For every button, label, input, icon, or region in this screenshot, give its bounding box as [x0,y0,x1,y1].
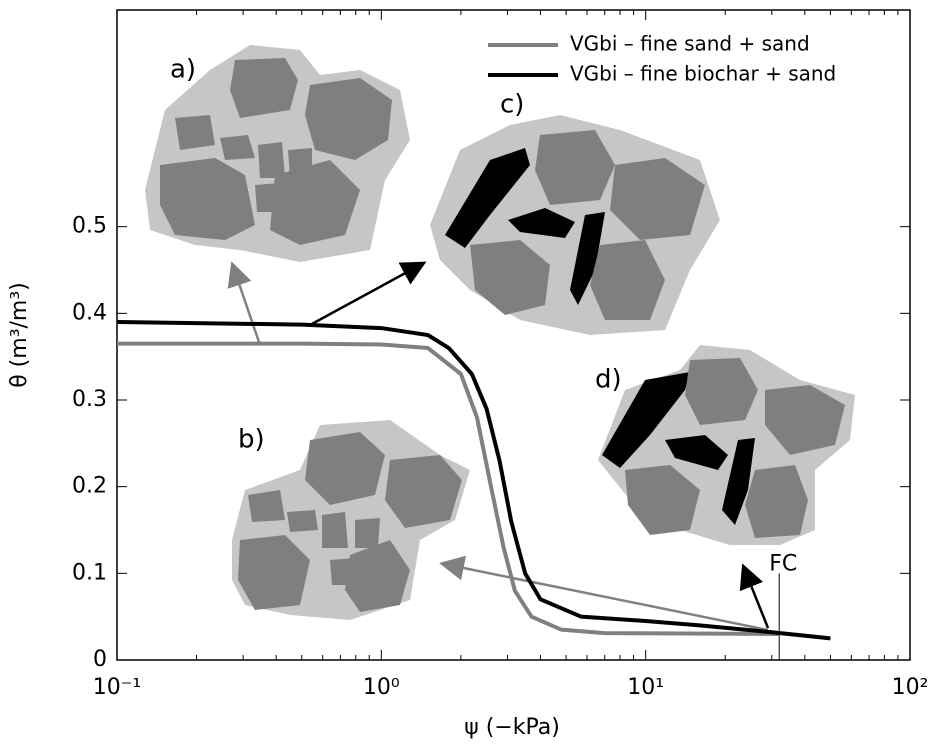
y-tick-label: 0.3 [72,387,107,412]
y-tick-label: 0 [93,647,107,672]
x-tick-label: 10¹ [627,675,664,700]
arrow [744,568,768,628]
x-axis-label: ψ (−kPa) [464,715,560,740]
y-tick-label: 0.2 [72,474,107,499]
annotation: d) [595,365,622,395]
y-axis-label: θ (m³/m³) [7,282,32,388]
x-tick-label: 10⁻¹ [93,675,141,700]
annotation: FC [769,552,797,577]
annotation: b) [238,425,265,455]
y-tick-label: 0.1 [72,560,107,585]
y-tick-label: 0.4 [72,300,107,325]
legend-label: VGbi – fine sand + sand [570,32,810,56]
particle-cluster-d [598,345,855,545]
annotation: c) [500,90,524,120]
y-tick-label: 0.5 [72,214,107,239]
chart: a) b) c) d) θ (m³/m³) ψ (−kPa) 10⁻¹ 10⁰ 10… [0,0,936,746]
arrow [233,266,260,345]
legend-label: VGbi – fine biochar + sand [570,62,836,86]
particle-cluster-c [430,115,720,335]
annotation: a) [170,55,196,85]
x-tick-label: 10² [892,675,929,700]
arrow [310,264,422,325]
x-tick-label: 10⁰ [363,675,400,700]
particle-cluster-b [232,420,470,620]
